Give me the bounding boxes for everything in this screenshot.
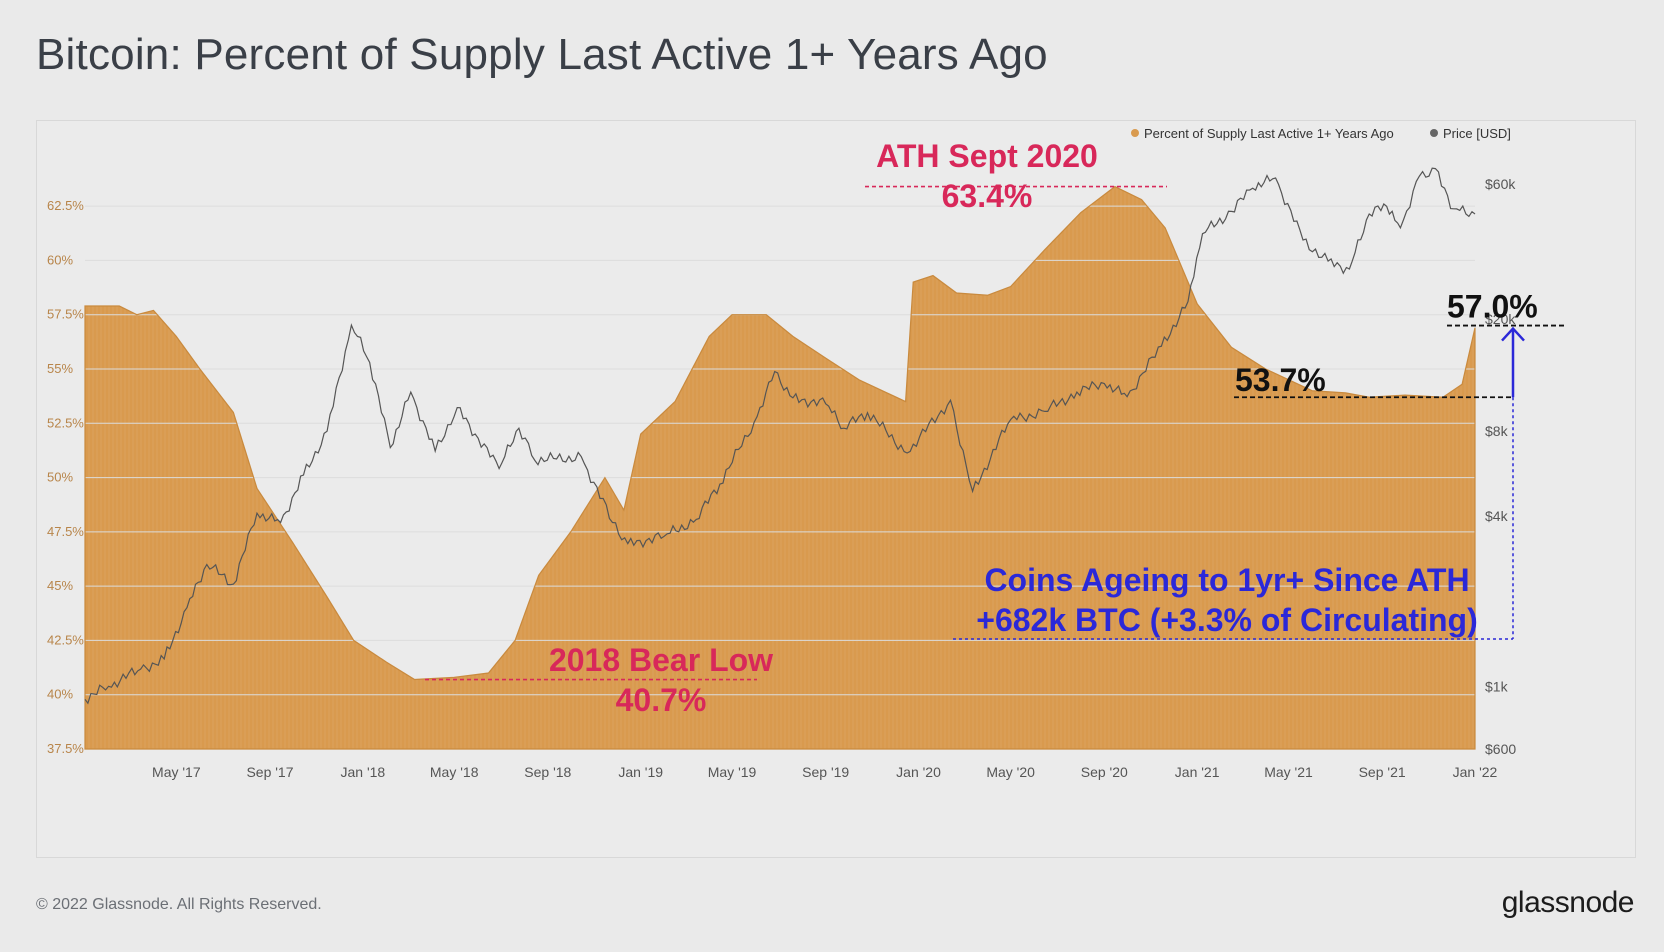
right-tick-label: $600: [1485, 741, 1516, 757]
low-post-ath-label: 53.7%: [1235, 362, 1326, 398]
right-tick-label: $8k: [1485, 423, 1509, 439]
left-tick-label: 50%: [47, 470, 73, 485]
ath-value: 63.4%: [942, 178, 1033, 214]
supply-outline: [84, 185, 1476, 750]
left-tick-label: 42.5%: [47, 632, 84, 647]
left-tick-label: 55%: [47, 361, 73, 376]
right-axis-ticks: $600 $1k $4k $8k $20k $60k: [1485, 176, 1516, 757]
left-axis-ticks: 37.5% 40% 42.5% 45% 47.5% 50% 52.5% 55% 57.5% 60%…: [47, 198, 84, 756]
chart-svg: glassnode 37.5%40%42.5%45%47.5%50%52.5%5…: [47, 126, 1565, 780]
x-axis-ticks: May '17 Sep '17 Jan '18 May '18 Sep '18 Jan '…: [152, 764, 1498, 780]
x-tick-label: Sep '17: [246, 764, 293, 780]
left-tick-label: 37.5%: [47, 741, 84, 756]
right-tick-label: $4k: [1485, 508, 1509, 524]
ageing-label: Coins Ageing to 1yr+ Since ATH: [984, 562, 1469, 598]
x-tick-label: Jan '22: [1453, 764, 1498, 780]
right-tick-label: $1k: [1485, 678, 1509, 694]
right-tick-label: $20k: [1485, 311, 1516, 327]
left-tick-label: 52.5%: [47, 415, 84, 430]
legend-price-dot: [1430, 129, 1438, 137]
ageing-value: +682k BTC (+3.3% of Circulating): [976, 602, 1477, 638]
x-tick-label: Jan '21: [1175, 764, 1220, 780]
x-tick-label: May '21: [1264, 764, 1313, 780]
legend-supply-label: Percent of Supply Last Active 1+ Years A…: [1144, 126, 1394, 141]
chart-panel: glassnode 37.5%40%42.5%45%47.5%50%52.5%5…: [36, 120, 1636, 858]
price-line: [84, 167, 1476, 705]
x-tick-label: May '18: [430, 764, 479, 780]
legend-supply-dot: [1131, 129, 1139, 137]
x-tick-label: Jan '19: [618, 764, 663, 780]
x-tick-label: Sep '21: [1359, 764, 1406, 780]
legend: Percent of Supply Last Active 1+ Years A…: [1131, 126, 1511, 141]
ath-label: ATH Sept 2020: [876, 138, 1098, 174]
x-tick-label: May '20: [986, 764, 1035, 780]
current-label: 57.0%: [1447, 289, 1538, 325]
left-tick-label: 45%: [47, 578, 73, 593]
left-tick-label: 40%: [47, 687, 73, 702]
x-tick-label: Sep '19: [802, 764, 849, 780]
x-tick-label: Jan '18: [340, 764, 385, 780]
x-tick-label: Jan '20: [896, 764, 941, 780]
left-tick-label: 60%: [47, 252, 73, 267]
left-tick-label: 47.5%: [47, 524, 84, 539]
x-tick-label: May '19: [708, 764, 757, 780]
left-tick-label: 62.5%: [47, 198, 84, 213]
area-mask: [85, 141, 1475, 680]
bear-low-label: 2018 Bear Low: [549, 642, 773, 678]
left-tick-label: 57.5%: [47, 307, 84, 322]
right-tick-label: $60k: [1485, 176, 1516, 192]
copyright-text: © 2022 Glassnode. All Rights Reserved.: [36, 896, 322, 913]
annotations: ATH Sept 2020 63.4% 2018 Bear Low 40.7% 53.7…: [425, 138, 1565, 718]
bear-low-value: 40.7%: [616, 682, 707, 718]
ageing-arrowhead: [1501, 326, 1525, 342]
glassnode-logo: glassnode: [1501, 886, 1635, 919]
page-title: Bitcoin: Percent of Supply Last Active 1…: [36, 30, 1048, 79]
supply-series: [84, 141, 1476, 750]
legend-price-label: Price [USD]: [1443, 126, 1511, 141]
x-tick-label: Sep '20: [1081, 764, 1128, 780]
price-series: [84, 167, 1476, 705]
x-tick-label: Sep '18: [524, 764, 571, 780]
x-tick-label: May '17: [152, 764, 201, 780]
